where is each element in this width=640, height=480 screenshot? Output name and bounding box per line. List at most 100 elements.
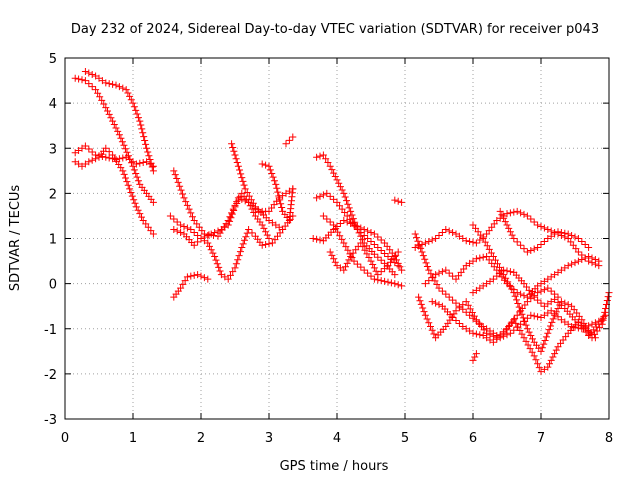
data-point (249, 199, 257, 207)
data-point (504, 278, 512, 286)
data-point (554, 298, 562, 306)
data-point (398, 282, 406, 290)
data-point (496, 263, 504, 271)
data-point (357, 263, 365, 271)
data-point (250, 209, 258, 217)
data-point (534, 289, 542, 297)
data-point (416, 297, 424, 305)
data-point (420, 308, 428, 316)
series-track-u (421, 253, 603, 301)
data-point (341, 193, 349, 201)
data-point (122, 174, 130, 182)
data-point (183, 273, 191, 281)
data-point (367, 257, 375, 265)
data-point (503, 331, 511, 339)
data-point (551, 311, 559, 319)
series-track-d (71, 142, 157, 170)
data-point (427, 270, 435, 278)
data-point (134, 177, 142, 185)
x-tick-label: 7 (537, 431, 545, 446)
data-point (85, 80, 93, 88)
data-point (449, 272, 457, 280)
data-point (347, 207, 355, 215)
data-point (367, 228, 375, 236)
data-point (134, 114, 142, 122)
data-point (272, 180, 280, 188)
data-point (415, 241, 423, 249)
data-point (141, 137, 149, 145)
data-point (229, 143, 237, 151)
data-point (381, 250, 389, 258)
data-point (505, 224, 513, 232)
data-point (489, 253, 497, 261)
data-point (510, 316, 518, 324)
data-point (149, 198, 157, 206)
data-point (427, 322, 434, 330)
data-point (445, 269, 453, 277)
y-tick-label: 1 (49, 233, 57, 248)
data-point (521, 318, 529, 326)
data-point (455, 304, 463, 312)
data-point (574, 235, 582, 242)
data-point (258, 241, 266, 249)
data-point (130, 196, 138, 204)
data-point (568, 231, 576, 239)
data-point (88, 83, 96, 91)
data-point (127, 159, 135, 167)
data-point (323, 215, 331, 223)
data-point (464, 301, 472, 309)
data-point (423, 315, 431, 323)
series-track-k (282, 133, 297, 148)
data-point (239, 177, 247, 185)
data-point (260, 224, 268, 232)
data-point (275, 192, 283, 200)
data-point (554, 313, 562, 321)
plot-frame (64, 57, 610, 420)
data-point (194, 271, 202, 279)
data-point (535, 364, 543, 372)
data-point (417, 244, 425, 252)
data-point (316, 192, 324, 200)
data-point (226, 217, 234, 225)
data-point (105, 110, 113, 118)
data-point (598, 320, 606, 328)
data-point (140, 133, 148, 141)
data-point (194, 231, 202, 239)
data-point (393, 256, 400, 264)
data-point (374, 244, 382, 252)
data-point (391, 280, 399, 288)
series-track-l (313, 151, 399, 279)
x-tick-label: 0 (61, 431, 69, 446)
data-point (204, 231, 212, 239)
data-point (330, 221, 338, 229)
data-point (585, 244, 593, 252)
data-point (324, 159, 332, 167)
data-point (581, 254, 589, 262)
data-point (105, 148, 113, 156)
data-point (170, 167, 178, 175)
data-point (377, 277, 385, 285)
data-point (357, 224, 365, 232)
data-point (370, 250, 378, 258)
data-point (588, 331, 596, 339)
data-point (516, 327, 524, 335)
data-point (102, 79, 110, 87)
data-point (471, 353, 479, 361)
data-point (173, 227, 181, 235)
data-point (102, 104, 110, 112)
data-point (591, 334, 599, 342)
data-point (322, 155, 330, 163)
data-point (357, 239, 365, 247)
data-point (540, 286, 548, 294)
data-point (237, 170, 245, 178)
data-point (554, 304, 562, 312)
data-point (333, 176, 341, 184)
data-point (506, 268, 514, 276)
data-point (432, 299, 440, 307)
data-point (394, 259, 402, 267)
data-point (104, 107, 111, 115)
data-point (81, 68, 89, 76)
data-point (115, 83, 123, 91)
data-point (332, 225, 340, 233)
